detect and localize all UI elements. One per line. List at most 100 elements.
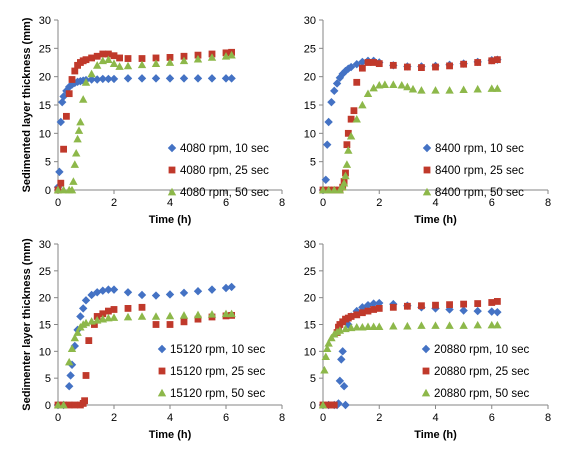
data-point [389,303,397,311]
data-point [320,365,329,374]
data-point [369,83,378,92]
data-point [342,160,352,168]
data-point [53,400,63,409]
x-tick-label: 0 [55,197,61,209]
legend-label: 15120 rpm, 50 sec [170,388,266,400]
data-point [63,112,70,120]
data-point [363,322,373,331]
data-point [353,311,361,319]
data-point [59,92,68,101]
data-point [358,100,367,109]
data-point [338,182,347,191]
data-point [487,320,496,329]
y-tick-label: 10 [304,346,316,358]
data-point [364,307,372,315]
data-point [123,74,133,83]
data-point [104,285,113,294]
x-tick-label: 6 [223,197,229,209]
x-tick-label: 0 [320,197,326,209]
y-tick-label: 15 [39,320,51,332]
y-tick-label: 10 [39,128,51,140]
data-point [76,312,85,321]
chart-panel-2: 0 5 10 15 20 25 30 0 2 4 6 8 Time (h) 8400 rpm, 10 se… [304,15,551,226]
data-point [474,300,482,307]
data-point [87,290,96,300]
legend-label: 15120 rpm, 10 sec [170,344,266,356]
data-point [227,74,236,83]
legend-marker [422,187,432,196]
data-point [123,288,133,297]
x-tick-label: 0 [320,412,326,424]
data-point [493,298,501,305]
data-point [493,320,502,329]
data-point [109,285,119,294]
data-point [73,328,82,336]
data-point [105,307,112,315]
y-axis-title: Sedimenter layer thickness (mm) [21,238,33,411]
data-point [445,86,454,94]
x-tick-label: 4 [432,412,438,424]
data-point [69,177,78,185]
data-point [346,131,356,140]
x-tick-label: 8 [279,412,285,424]
data-point [152,54,160,62]
x-tick-label: 6 [489,197,495,209]
data-point [138,55,146,62]
data-point [321,352,331,361]
data-point [124,55,132,62]
data-point [445,321,454,329]
data-point [79,304,88,313]
data-point [221,74,231,83]
data-point [418,64,425,71]
data-point [364,59,372,66]
data-point [493,84,502,92]
data-point [380,80,390,88]
y-tick-label: 20 [304,293,316,305]
data-point [110,52,118,60]
data-point [137,74,147,83]
series-1 [53,74,236,192]
data-point [370,306,378,313]
data-point [87,69,96,78]
data-point [341,400,350,410]
data-point [65,401,73,409]
data-point [389,61,397,69]
data-point [473,320,482,329]
data-point [432,301,439,309]
legend: 15120 rpm, 10 sec 15120 rpm, 25 sec 15120 … [157,344,266,400]
data-point [375,305,383,312]
x-tick-label: 4 [167,197,173,209]
data-point [137,312,147,320]
x-axis-title: Time (h) [149,214,192,226]
y-tick-label: 5 [310,373,316,385]
data-point [207,53,217,61]
y-tick-label: 0 [45,185,51,197]
data-point [432,63,439,71]
data-point [358,57,367,67]
data-point [493,56,501,64]
data-point [323,140,332,149]
data-point [344,146,353,154]
legend-label: 4080 rpm, 25 sec [180,165,269,177]
data-point [93,52,101,60]
x-axis-title: Time (h) [414,429,457,441]
data-point [137,290,147,300]
data-point [109,313,119,321]
data-point [375,80,384,89]
y-tick-label: 25 [39,266,51,278]
data-point [460,300,468,308]
legend-label: 8400 rpm, 10 sec [435,143,524,155]
legend-marker [423,166,431,174]
data-point [473,306,482,316]
data-point [81,78,91,86]
data-point [487,307,496,316]
y-tick-label: 15 [39,100,51,112]
legend-marker [421,388,431,397]
legend-marker [422,367,430,375]
data-point [431,86,440,94]
data-point [72,148,81,157]
y-tick-label: 25 [304,266,316,278]
data-point [488,57,496,65]
legend-marker [422,143,432,153]
